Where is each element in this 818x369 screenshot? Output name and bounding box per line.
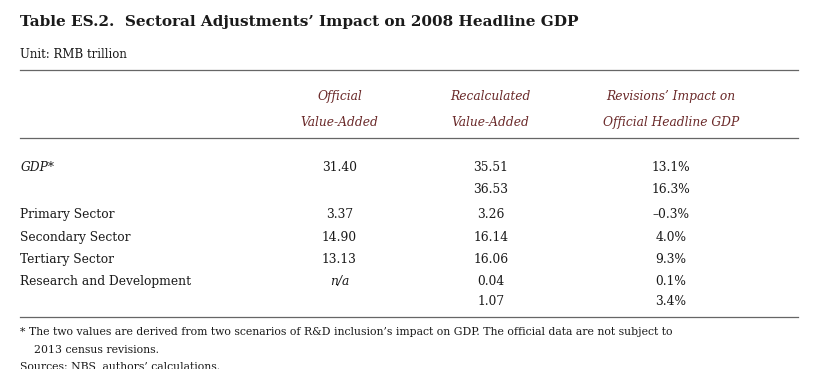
Text: Value-Added: Value-Added	[452, 116, 530, 129]
Text: 0.04: 0.04	[477, 275, 505, 288]
Text: 2013 census revisions.: 2013 census revisions.	[20, 345, 160, 355]
Text: 9.3%: 9.3%	[655, 253, 686, 266]
Text: Primary Sector: Primary Sector	[20, 208, 115, 221]
Text: 16.3%: 16.3%	[651, 183, 690, 196]
Text: 3.26: 3.26	[477, 208, 505, 221]
Text: Secondary Sector: Secondary Sector	[20, 231, 131, 244]
Text: 1.07: 1.07	[477, 295, 505, 308]
Text: 13.1%: 13.1%	[651, 161, 690, 173]
Text: Research and Development: Research and Development	[20, 275, 191, 288]
Text: 4.0%: 4.0%	[655, 231, 686, 244]
Text: Unit: RMB trillion: Unit: RMB trillion	[20, 48, 128, 61]
Text: 13.13: 13.13	[322, 253, 357, 266]
Text: Tertiary Sector: Tertiary Sector	[20, 253, 115, 266]
Text: 16.06: 16.06	[474, 253, 508, 266]
Text: 16.14: 16.14	[474, 231, 508, 244]
Text: 0.1%: 0.1%	[655, 275, 686, 288]
Text: 35.51: 35.51	[474, 161, 508, 173]
Text: 3.37: 3.37	[326, 208, 353, 221]
Text: 31.40: 31.40	[322, 161, 357, 173]
Text: 3.4%: 3.4%	[655, 295, 686, 308]
Text: n/a: n/a	[330, 275, 349, 288]
Text: Value-Added: Value-Added	[300, 116, 379, 129]
Text: Official Headline GDP: Official Headline GDP	[603, 116, 739, 129]
Text: * The two values are derived from two scenarios of R&D inclusion’s impact on GDP: * The two values are derived from two sc…	[20, 327, 673, 337]
Text: Table ES.2.  Sectoral Adjustments’ Impact on 2008 Headline GDP: Table ES.2. Sectoral Adjustments’ Impact…	[20, 15, 579, 29]
Text: –0.3%: –0.3%	[652, 208, 690, 221]
Text: Revisions’ Impact on: Revisions’ Impact on	[606, 90, 735, 103]
Text: 14.90: 14.90	[322, 231, 357, 244]
Text: Official: Official	[317, 90, 362, 103]
Text: GDP*: GDP*	[20, 161, 55, 173]
Text: 36.53: 36.53	[474, 183, 508, 196]
Text: Recalculated: Recalculated	[451, 90, 531, 103]
Text: Sources: NBS, authors’ calculations.: Sources: NBS, authors’ calculations.	[20, 362, 221, 369]
